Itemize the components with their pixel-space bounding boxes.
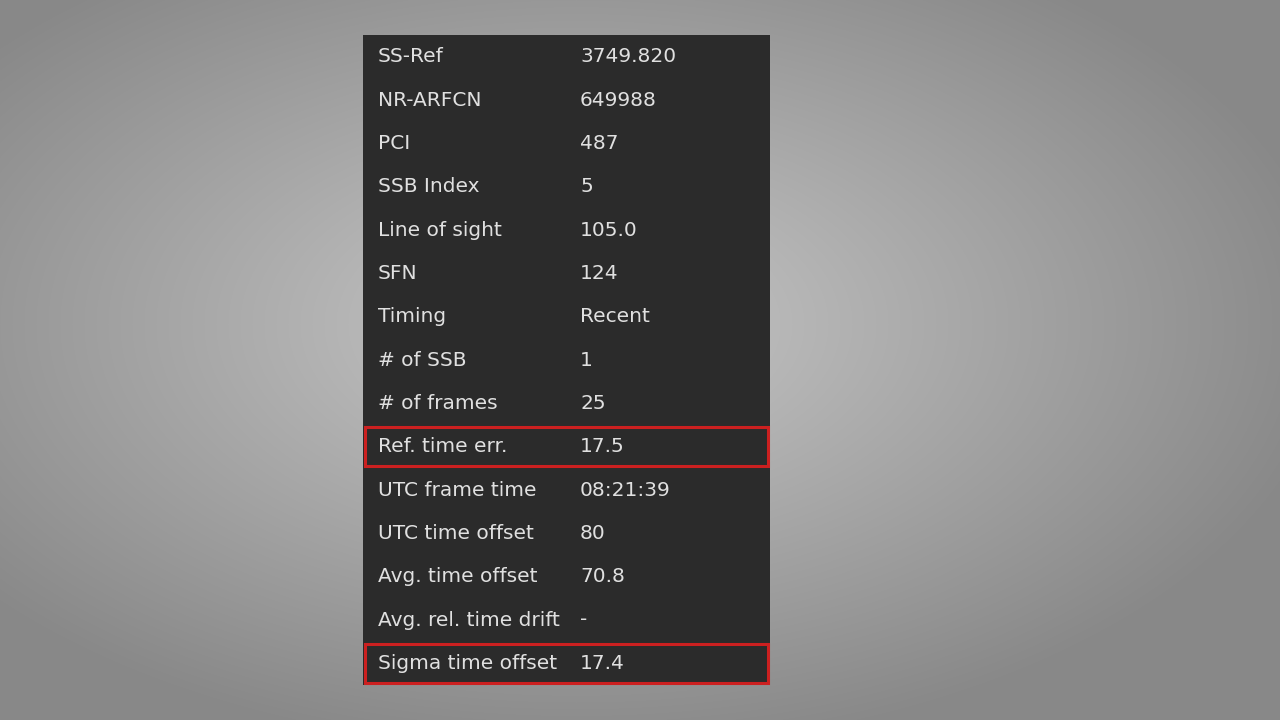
Text: 487: 487 <box>580 134 618 153</box>
Text: 105.0: 105.0 <box>580 220 637 240</box>
Text: Avg. time offset: Avg. time offset <box>378 567 538 586</box>
Text: SFN: SFN <box>378 264 417 283</box>
Text: UTC frame time: UTC frame time <box>378 480 536 500</box>
Text: # of frames: # of frames <box>378 394 498 413</box>
Text: 17.4: 17.4 <box>580 654 625 672</box>
Text: Recent: Recent <box>580 307 650 326</box>
Text: Line of sight: Line of sight <box>378 220 502 240</box>
Bar <box>365 427 768 467</box>
Text: 124: 124 <box>580 264 618 283</box>
Bar <box>364 35 771 685</box>
Text: SSB Index: SSB Index <box>378 177 480 196</box>
Bar <box>365 644 768 683</box>
Text: -: - <box>580 611 588 629</box>
Text: NR-ARFCN: NR-ARFCN <box>378 91 481 109</box>
Text: 80: 80 <box>580 524 605 543</box>
Text: 08:21:39: 08:21:39 <box>580 480 671 500</box>
Text: 3749.820: 3749.820 <box>580 48 676 66</box>
Text: 25: 25 <box>580 394 605 413</box>
Text: 17.5: 17.5 <box>580 437 625 456</box>
Text: 1: 1 <box>580 351 593 369</box>
Text: PCI: PCI <box>378 134 411 153</box>
Text: 70.8: 70.8 <box>580 567 625 586</box>
Text: Timing: Timing <box>378 307 447 326</box>
Text: 649988: 649988 <box>580 91 657 109</box>
Text: Ref. time err.: Ref. time err. <box>378 437 507 456</box>
Text: 5: 5 <box>580 177 593 196</box>
Text: Sigma time offset: Sigma time offset <box>378 654 557 672</box>
Text: UTC time offset: UTC time offset <box>378 524 534 543</box>
Text: SS-Ref: SS-Ref <box>378 48 444 66</box>
Text: Avg. rel. time drift: Avg. rel. time drift <box>378 611 559 629</box>
Text: # of SSB: # of SSB <box>378 351 466 369</box>
